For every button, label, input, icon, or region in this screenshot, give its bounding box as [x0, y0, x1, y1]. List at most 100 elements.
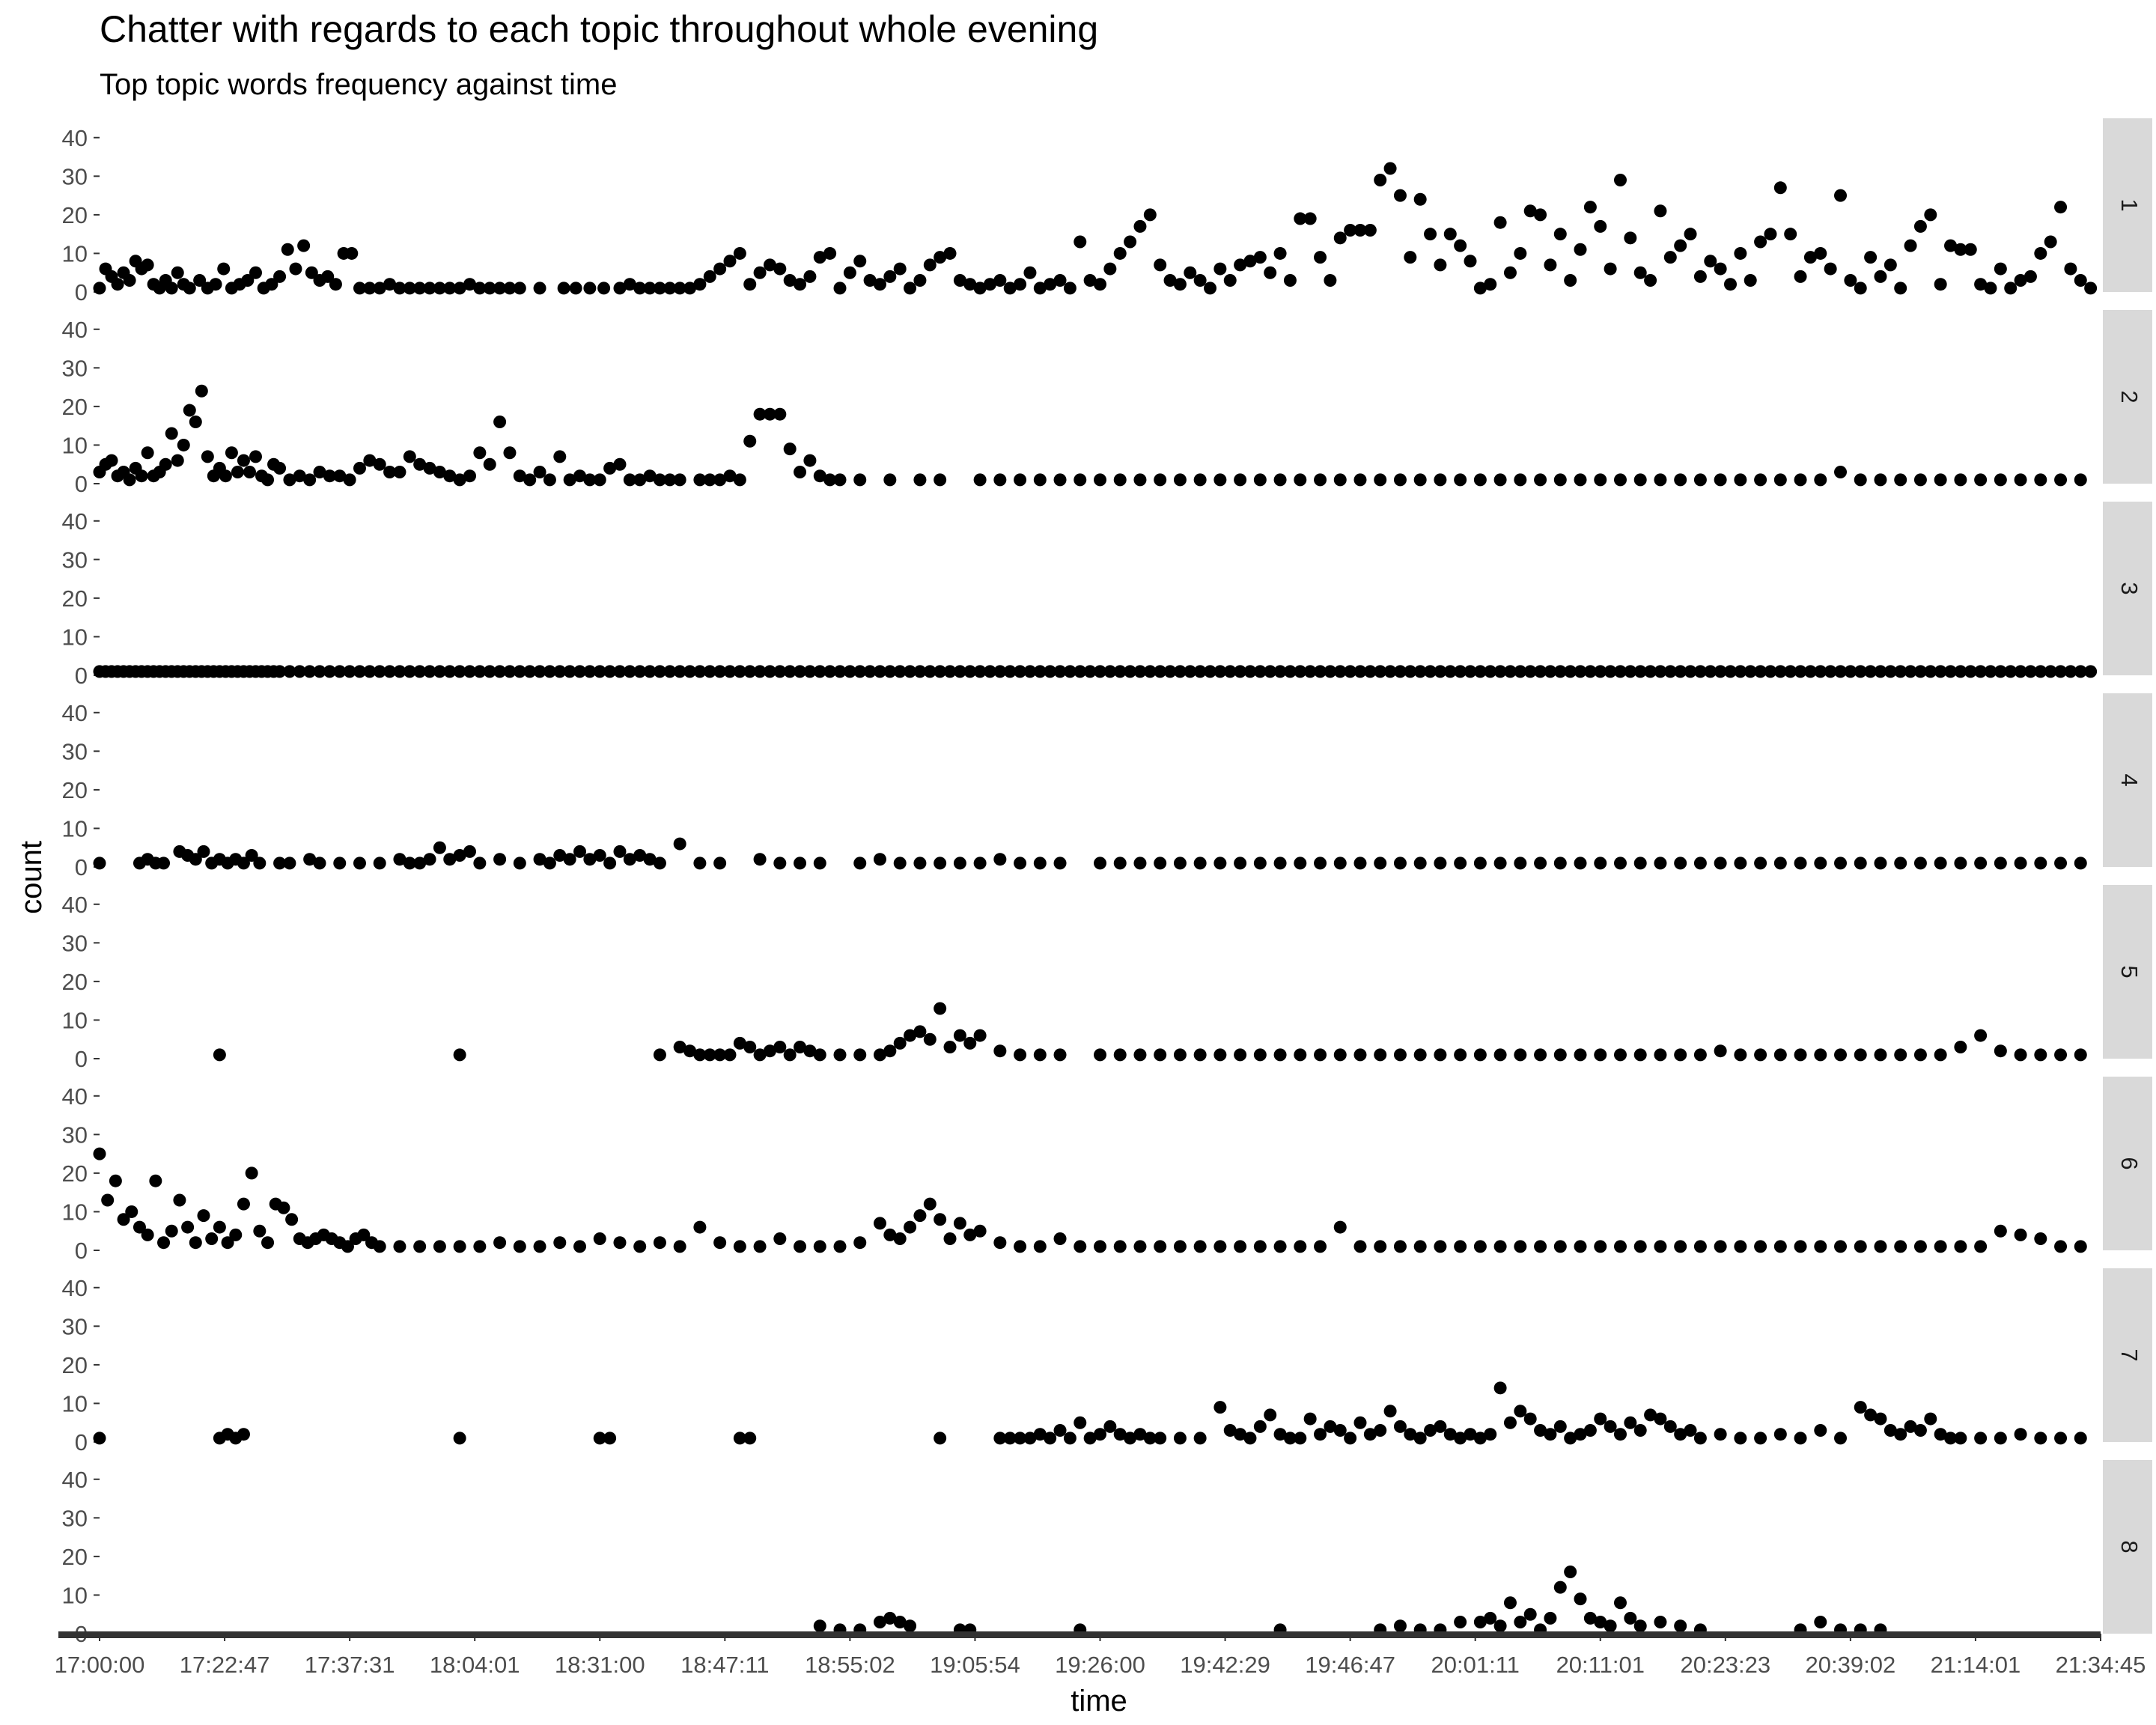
y-tick-label: 20	[62, 585, 88, 612]
data-point	[393, 282, 406, 295]
data-point	[183, 282, 196, 295]
data-point	[1994, 1224, 2007, 1238]
data-point	[1744, 665, 1757, 678]
data-point	[283, 857, 296, 870]
data-point	[953, 1217, 966, 1230]
facet-strip	[2103, 885, 2152, 1059]
data-point	[1393, 1619, 1407, 1633]
data-point	[1393, 1240, 1407, 1253]
data-point	[1974, 1029, 1988, 1042]
data-point	[683, 1044, 697, 1058]
data-point	[613, 665, 627, 678]
data-point	[533, 282, 546, 295]
data-point	[1514, 246, 1527, 260]
data-point	[1924, 208, 1937, 222]
data-point	[443, 469, 457, 483]
data-point	[1063, 1432, 1077, 1445]
data-point	[583, 282, 597, 295]
data-point	[1624, 1416, 1637, 1429]
data-point	[723, 1048, 737, 1062]
data-point	[1633, 1619, 1647, 1633]
data-point	[353, 461, 366, 475]
data-point	[159, 457, 172, 471]
data-point	[1954, 473, 1967, 487]
data-point	[1654, 1616, 1667, 1629]
data-point	[523, 665, 537, 678]
data-point	[383, 466, 397, 479]
data-point	[993, 665, 1007, 678]
y-tick-label: 40	[62, 1275, 88, 1301]
data-point	[1534, 1240, 1547, 1253]
data-point	[1553, 473, 1567, 487]
data-point	[873, 1048, 886, 1062]
data-point	[1864, 1408, 1878, 1422]
data-point	[973, 1029, 987, 1042]
data-point	[1294, 1048, 1307, 1062]
data-point	[533, 853, 546, 866]
data-point	[913, 473, 927, 487]
data-point	[863, 274, 877, 288]
data-point	[1714, 1240, 1727, 1253]
data-point	[1814, 857, 1827, 870]
data-point	[1714, 1044, 1727, 1058]
data-point	[1613, 1240, 1627, 1253]
data-point	[1754, 473, 1767, 487]
data-point	[1154, 258, 1167, 272]
x-tick-label: 17:37:31	[305, 1652, 395, 1678]
data-point	[597, 282, 611, 295]
data-point	[543, 473, 556, 487]
data-point	[1633, 1424, 1647, 1438]
facet-strip	[2103, 1460, 2152, 1634]
data-point	[273, 461, 287, 475]
data-point	[1234, 857, 1247, 870]
data-point	[703, 270, 716, 283]
data-point	[1413, 1432, 1427, 1445]
data-point	[2014, 274, 2027, 288]
data-point	[423, 665, 436, 678]
x-axis-line	[58, 1631, 2101, 1638]
data-point	[1894, 1240, 1907, 1253]
data-point	[1113, 246, 1127, 260]
data-point	[493, 853, 507, 866]
data-point	[1273, 1048, 1287, 1062]
data-point	[1594, 857, 1607, 870]
data-point	[513, 282, 526, 295]
data-point	[1283, 274, 1297, 288]
data-point	[1674, 239, 1687, 252]
data-point	[934, 251, 947, 264]
data-point	[1934, 1240, 1947, 1253]
data-point	[1213, 1048, 1227, 1062]
data-point	[1404, 665, 1417, 678]
data-point	[833, 1048, 847, 1062]
data-point	[1613, 857, 1627, 870]
data-point	[1204, 282, 1217, 295]
x-tick-label: 17:00:00	[55, 1652, 145, 1678]
data-point	[1143, 665, 1157, 678]
data-point	[363, 665, 377, 678]
data-point	[165, 427, 178, 440]
data-point	[904, 282, 917, 295]
data-point	[513, 1240, 526, 1253]
data-point	[101, 1193, 115, 1207]
data-point	[873, 853, 886, 866]
data-point	[177, 438, 190, 451]
data-point	[1273, 473, 1287, 487]
data-point	[373, 665, 386, 678]
data-point	[157, 1236, 171, 1250]
data-point	[1393, 189, 1407, 202]
data-point	[623, 853, 636, 866]
data-point	[1053, 1424, 1067, 1438]
facet-strip-label: 8	[2116, 1540, 2143, 1553]
data-point	[1534, 1048, 1547, 1062]
data-point	[1754, 235, 1767, 249]
data-point	[1553, 1048, 1567, 1062]
data-point	[523, 473, 537, 487]
data-point	[1363, 224, 1377, 237]
data-point	[1974, 278, 1988, 291]
data-point	[593, 473, 606, 487]
data-point	[1674, 1240, 1687, 1253]
data-point	[813, 1619, 826, 1633]
data-point	[1124, 665, 1137, 678]
data-point	[1604, 1619, 1617, 1633]
data-point	[1894, 665, 1907, 678]
